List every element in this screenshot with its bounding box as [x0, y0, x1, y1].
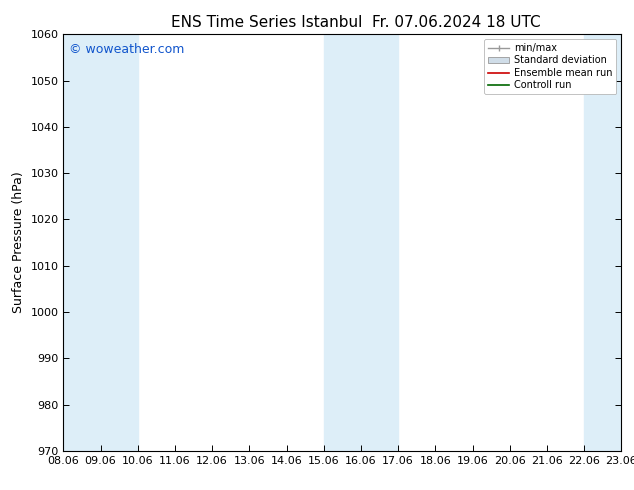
Legend: min/max, Standard deviation, Ensemble mean run, Controll run: min/max, Standard deviation, Ensemble me…: [484, 39, 616, 94]
Y-axis label: Surface Pressure (hPa): Surface Pressure (hPa): [12, 172, 25, 314]
Bar: [584, 34, 621, 451]
Text: © woweather.com: © woweather.com: [69, 43, 184, 56]
Text: ENS Time Series Istanbul: ENS Time Series Istanbul: [171, 15, 362, 30]
Bar: [63, 34, 138, 451]
Text: Fr. 07.06.2024 18 UTC: Fr. 07.06.2024 18 UTC: [372, 15, 541, 30]
Bar: [324, 34, 398, 451]
